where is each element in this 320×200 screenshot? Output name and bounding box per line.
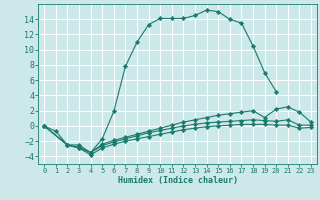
X-axis label: Humidex (Indice chaleur): Humidex (Indice chaleur) bbox=[118, 176, 238, 185]
